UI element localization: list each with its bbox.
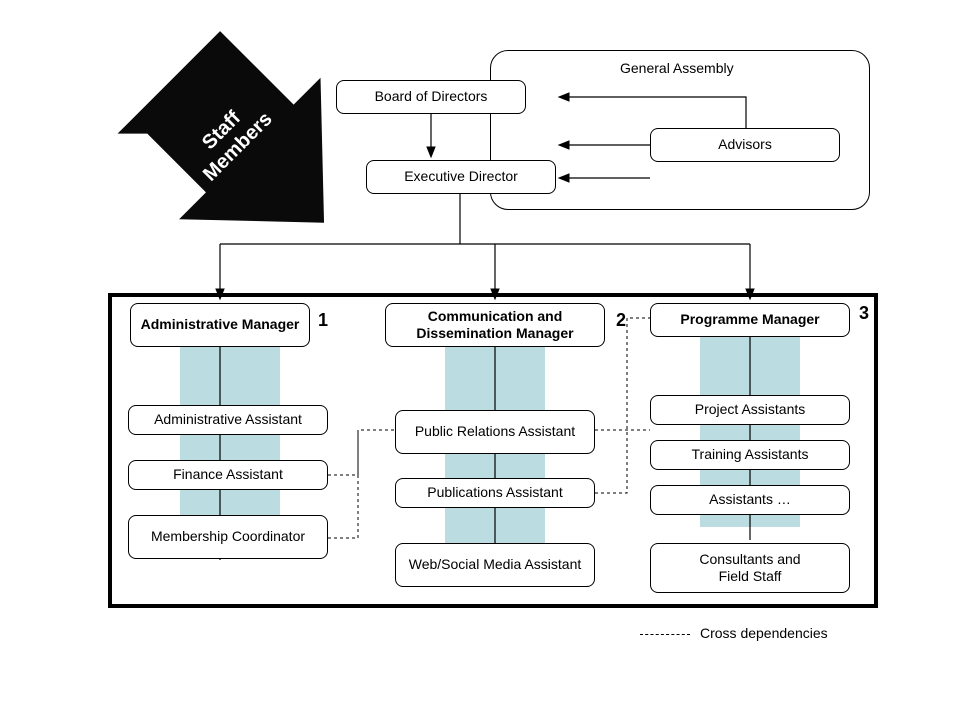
pr-asst-label: Public Relations Assistant <box>415 423 575 441</box>
membership-coordinator-node: Membership Coordinator <box>128 515 328 559</box>
board-of-directors-node: Board of Directors <box>336 80 526 114</box>
admin-asst-label: Administrative Assistant <box>154 411 302 429</box>
finance-assistant-node: Finance Assistant <box>128 460 328 490</box>
administrative-assistant-node: Administrative Assistant <box>128 405 328 435</box>
pub-asst-label: Publications Assistant <box>427 484 562 502</box>
column-number-2: 2 <box>616 310 626 331</box>
membership-label: Membership Coordinator <box>151 528 305 546</box>
general-assembly-title: General Assembly <box>620 60 734 76</box>
prog-mgr-label: Programme Manager <box>680 311 819 329</box>
public-relations-assistant-node: Public Relations Assistant <box>395 410 595 454</box>
comm-mgr-label: Communication and Dissemination Manager <box>392 308 598 343</box>
legend-dash-sample <box>640 634 690 635</box>
column-number-1: 1 <box>318 310 328 331</box>
admin-mgr-label: Administrative Manager <box>141 316 300 334</box>
assistants-more-node: Assistants … <box>650 485 850 515</box>
consultants-label: Consultants and Field Staff <box>699 551 800 586</box>
training-assistants-node: Training Assistants <box>650 440 850 470</box>
train-asst-label: Training Assistants <box>692 446 809 464</box>
asst-more-label: Assistants … <box>709 491 791 509</box>
column-number-3: 3 <box>859 303 869 324</box>
web-social-media-assistant-node: Web/Social Media Assistant <box>395 543 595 587</box>
proj-asst-label: Project Assistants <box>695 401 806 419</box>
exec-dir-label: Executive Director <box>404 168 518 186</box>
programme-manager-node: Programme Manager <box>650 303 850 337</box>
advisors-label: Advisors <box>718 136 772 154</box>
web-asst-label: Web/Social Media Assistant <box>409 556 582 574</box>
administrative-manager-node: Administrative Manager <box>130 303 310 347</box>
finance-asst-label: Finance Assistant <box>173 466 283 484</box>
publications-assistant-node: Publications Assistant <box>395 478 595 508</box>
board-label: Board of Directors <box>375 88 488 106</box>
org-chart-diagram: { "type": "org-chart", "canvas": { "widt… <box>0 0 960 720</box>
advisors-node: Advisors <box>650 128 840 162</box>
project-assistants-node: Project Assistants <box>650 395 850 425</box>
executive-director-node: Executive Director <box>366 160 556 194</box>
consultants-field-staff-node: Consultants and Field Staff <box>650 543 850 593</box>
legend-text: Cross dependencies <box>700 625 828 641</box>
communication-manager-node: Communication and Dissemination Manager <box>385 303 605 347</box>
